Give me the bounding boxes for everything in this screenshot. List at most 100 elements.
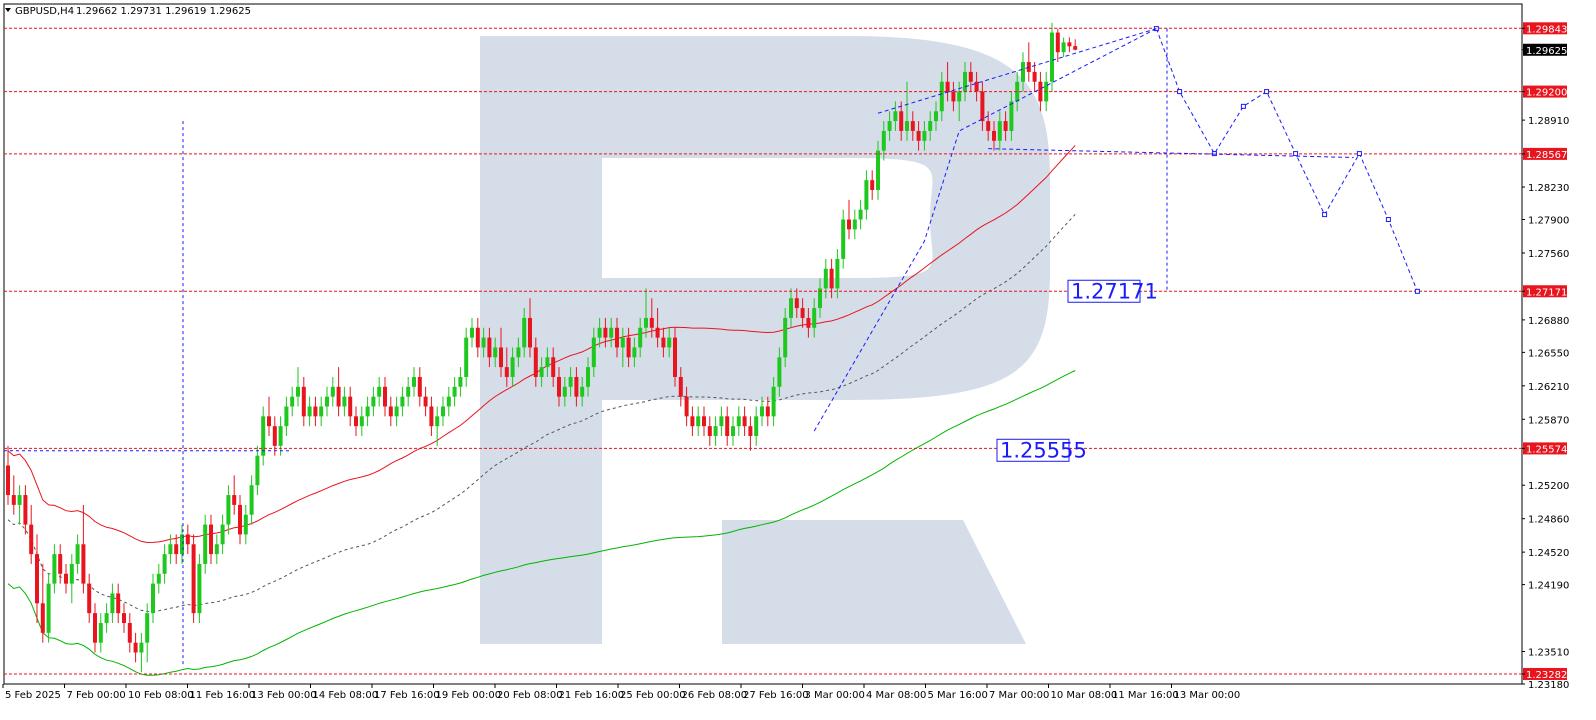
candle-body [458, 376, 463, 387]
candle-body [939, 81, 944, 112]
candle-body [139, 642, 144, 653]
candle-body [533, 347, 538, 377]
forecast-point [1264, 89, 1270, 95]
candle-body [690, 416, 695, 427]
candle-body [551, 357, 556, 377]
y-tick-label: 1.28910 [1528, 116, 1569, 127]
level-price-badge [1523, 667, 1567, 680]
forecast-point [1293, 151, 1299, 157]
candle-body [1021, 62, 1025, 82]
y-tick-label: 1.23510 [1528, 648, 1569, 659]
candle-body [673, 337, 677, 377]
level-price-label: 1.29200 [1526, 88, 1567, 99]
candle-body [359, 416, 364, 427]
x-tick-label: 13 Feb 00:00 [251, 690, 317, 701]
candle-body [823, 268, 828, 289]
x-tick-label: 3 Mar 00:00 [805, 690, 865, 701]
candle-body [464, 337, 469, 377]
candle-body [296, 386, 300, 397]
candle-body [963, 71, 967, 92]
candle-body [968, 71, 973, 82]
x-tick-label: 27 Feb 16:00 [743, 690, 809, 701]
candle-body [17, 495, 22, 505]
candle-body [754, 416, 759, 437]
candle-body [435, 416, 440, 427]
forecast-point [1356, 151, 1362, 157]
candle-body [64, 573, 68, 584]
x-tick-label: 5 Mar 16:00 [928, 690, 988, 701]
candle-body [829, 268, 834, 289]
candle-body [127, 622, 132, 643]
x-tick-label: 7 Mar 00:00 [989, 690, 1049, 701]
x-tick-label: 10 Feb 08:00 [128, 690, 194, 701]
candle-body [493, 347, 498, 358]
candle-body [1067, 42, 1072, 47]
candle-body [52, 554, 57, 584]
forecast-point [1322, 212, 1328, 218]
forecast-point [1414, 288, 1420, 294]
candle-body [255, 455, 260, 486]
candle-body [789, 298, 793, 318]
x-tick-label: 20 Feb 08:00 [497, 690, 563, 701]
candle-body [934, 111, 938, 122]
candle-body [1015, 81, 1020, 102]
candle-body [783, 317, 788, 358]
candle-body [290, 396, 295, 407]
candle-body [702, 416, 706, 427]
candle-body [765, 406, 770, 417]
level-price-label: 1.25574 [1526, 444, 1567, 455]
candle-body [928, 121, 933, 131]
candle-body [371, 396, 376, 407]
watermark-logo [480, 36, 1050, 644]
candle-body [835, 258, 840, 289]
current-price-badge [1523, 43, 1567, 56]
candle-body [806, 317, 811, 328]
y-tick-label: 1.27900 [1528, 216, 1569, 227]
candle-body [29, 524, 34, 555]
level-price-label: 1.23282 [1526, 670, 1567, 681]
candle-body [957, 91, 962, 102]
x-tick-label: 25 Feb 00:00 [620, 690, 686, 701]
candle-body [423, 396, 428, 407]
candle-body [620, 337, 625, 348]
candle-body [116, 593, 121, 614]
candle-body [945, 81, 950, 92]
candle-body [1073, 46, 1078, 50]
candle-body [162, 554, 167, 574]
candle-body [696, 416, 701, 427]
candle-body [847, 219, 851, 230]
x-tick-label: 11 Feb 16:00 [190, 690, 256, 701]
y-tick-label: 1.24190 [1528, 581, 1569, 592]
candle-body [475, 327, 480, 348]
level-price-badge [1523, 147, 1567, 160]
candle-body [574, 376, 579, 397]
candle-body [580, 386, 585, 397]
y-tick-label: 1.24860 [1528, 515, 1569, 526]
symbol-dropdown-arrow-icon[interactable] [5, 8, 11, 12]
candle-body [203, 524, 208, 564]
candle-body [632, 347, 637, 358]
candle-body [626, 337, 631, 358]
candle-body [887, 121, 892, 131]
candle-body [481, 337, 486, 348]
candle-body [6, 465, 10, 496]
candle-body [713, 426, 718, 437]
current-price-label: 1.29625 [1526, 46, 1567, 57]
candle-body [441, 406, 445, 417]
candle-body [655, 327, 660, 338]
candle-body [818, 288, 822, 309]
candle-body [1032, 71, 1037, 82]
candle-body [916, 130, 921, 141]
candle-body [156, 573, 161, 584]
candle-body [243, 514, 248, 535]
candle-body [249, 485, 254, 515]
candle-body [180, 534, 184, 555]
candle-body [1009, 101, 1014, 131]
candle-body [1055, 32, 1060, 53]
candle-body [545, 357, 550, 368]
x-tick-label: 21 Feb 16:00 [559, 690, 625, 701]
candle-body [220, 524, 225, 545]
moving-average-dotted [7, 213, 1076, 612]
